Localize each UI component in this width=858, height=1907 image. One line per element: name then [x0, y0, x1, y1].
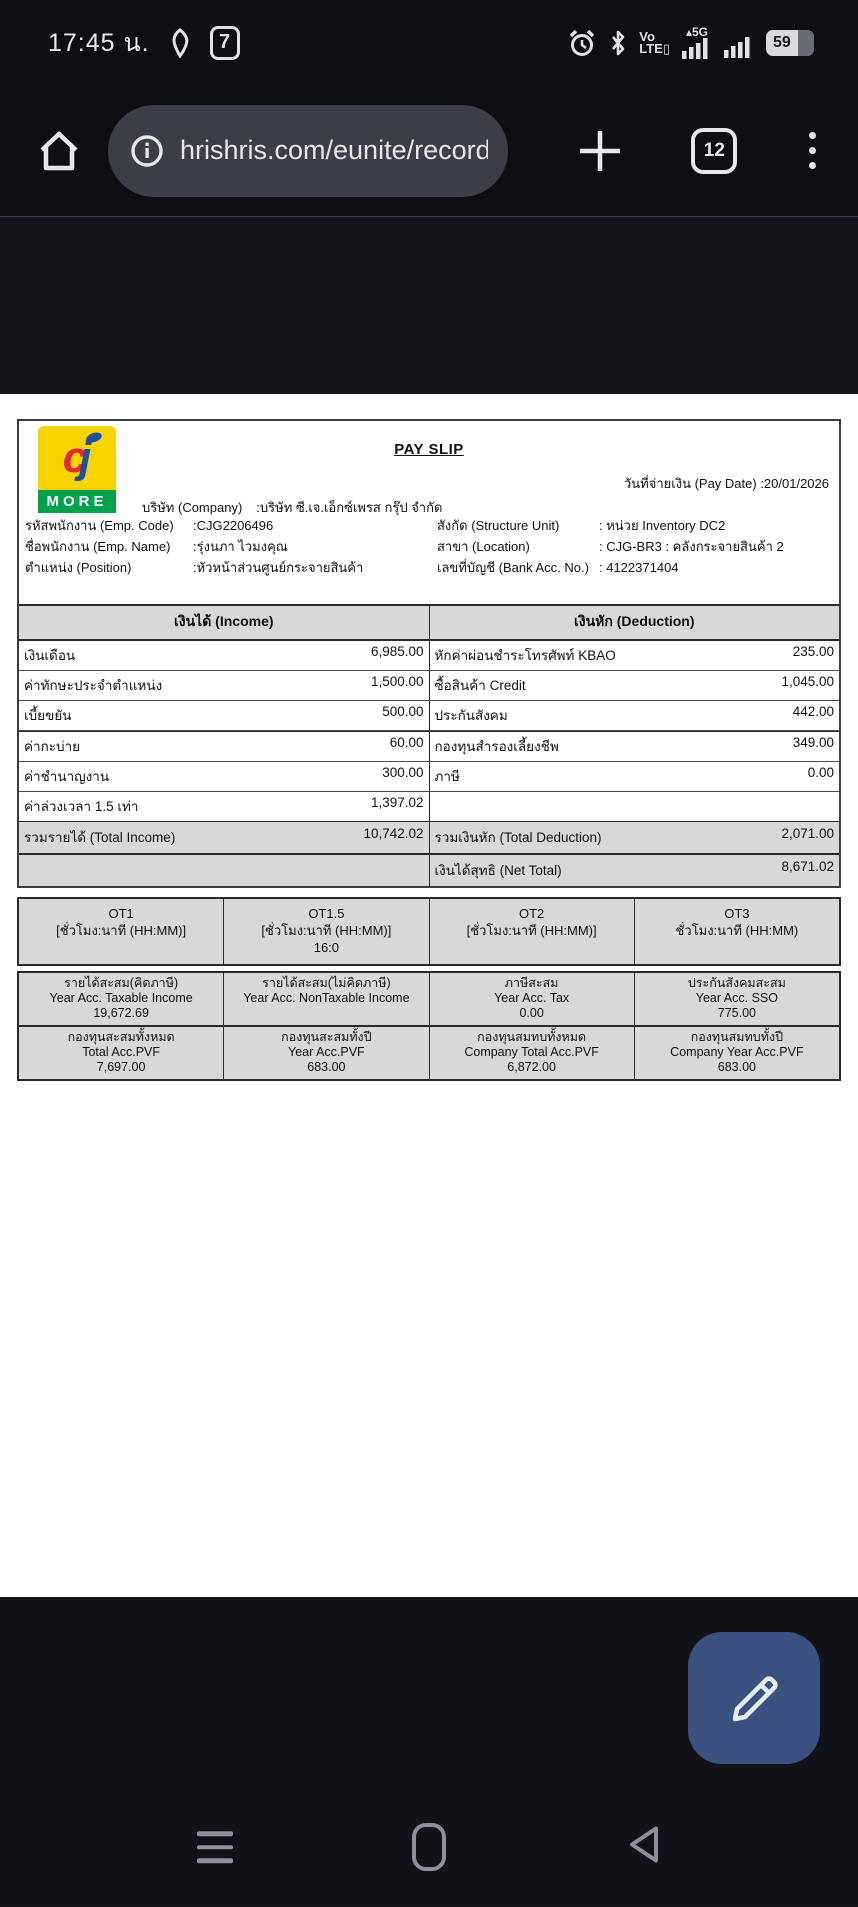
table-row: เงินเดือน 6,985.00 หักค่าผ่อนชำระโทรศัพท์…	[19, 641, 839, 671]
payslip-title: PAY SLIP	[394, 441, 464, 458]
table-row: ค่าทักษะประจำตำแหน่ง 1,500.00 ซื้อสินค้า …	[19, 671, 839, 701]
home-button[interactable]	[36, 128, 82, 174]
ot3-cell: OT3 ชั่วโมง:นาที (HH:MM)	[633, 899, 839, 964]
total-acc-pvf-cell: กองทุนสะสมทั้งหมด Total Acc.PVF 7,697.00	[67, 1030, 175, 1074]
home-nav-button[interactable]	[412, 1823, 446, 1871]
company-total-acc-pvf-cell: กองทุนสมทบทั้งหมด Company Total Acc.PVF 6,…	[428, 1027, 634, 1079]
table-row: ค่าชำนาญงาน 300.00 ภาษี 0.00	[19, 762, 839, 792]
alarm-icon	[567, 28, 597, 58]
total-income-label: รวมรายได้ (Total Income)	[24, 830, 176, 845]
pay-date: วันที่จ่ายเงิน (Pay Date) :20/01/2026	[624, 476, 829, 491]
ot1-5-cell: OT1.5 [ชั่วโมง:นาที (HH:MM)] 16:0	[223, 899, 428, 964]
edit-fab-button[interactable]	[688, 1632, 820, 1764]
tab-count: 12	[703, 139, 725, 161]
battery-icon: 59	[766, 29, 814, 56]
gallery-notification-icon	[166, 27, 194, 58]
company-value: :บริษัท ซี.เจ.เอ็กซ์เพรส กรุ๊ป จำกัด	[256, 500, 443, 515]
bank-account-row: เลขที่บัญชี (Bank Acc. No.): 4122371404	[437, 560, 679, 575]
income-header: เงินได้ (Income)	[19, 606, 430, 639]
employee-info-right: สังกัด (Structure Unit): หน่วย Inventory…	[437, 519, 833, 575]
battery-percent: 59	[773, 33, 791, 51]
emp-code-row: รหัสพนักงาน (Emp. Code):CJG2206496	[25, 518, 274, 533]
android-nav-bar	[0, 1802, 858, 1892]
back-button[interactable]	[624, 1823, 664, 1872]
table-row: ค่ากะบ่าย 60.00 กองทุนสำรองเลี้ยงชีพ 349.0…	[19, 731, 839, 762]
net-total-row: เงินได้สุทธิ (Net Total) 8,671.02	[19, 855, 839, 886]
total-income-value: 10,742.02	[363, 826, 424, 841]
company-year-acc-pvf-cell: กองทุนสมทบทั้งปี Company Year Acc.PVF 683.…	[633, 1027, 839, 1079]
status-bar: 17:45 น. 7 Vo LTE▯ ▴5G	[0, 0, 858, 85]
emp-name-row: ชื่อพนักงาน (Emp. Name):รุ่งนภา ไวมงคุณ	[25, 539, 288, 554]
logo-more-label: MORE	[38, 490, 116, 513]
employee-info-left: รหัสพนักงาน (Emp. Code):CJG2206496 ชื่อพ…	[25, 519, 437, 575]
browser-menu-button[interactable]	[805, 128, 820, 173]
seven-eleven-notification-icon: 7	[209, 25, 240, 60]
year-tax-cell: ภาษีสะสม Year Acc. Tax 0.00	[428, 973, 634, 1025]
year-taxable-income-cell: รายได้สะสม(คิดภาษี) Year Acc. Taxable Inc…	[49, 976, 193, 1020]
total-deduction-label: รวมเงินหัก (Total Deduction)	[434, 830, 602, 845]
new-tab-button[interactable]	[576, 127, 624, 175]
overtime-table: OT1 [ชั่วโมง:นาที (HH:MM)] OT1.5 [ชั่วโม…	[17, 897, 841, 966]
browser-toolbar: hrishris.com/eunite/record 12	[0, 85, 858, 217]
year-acc-pvf-cell: กองทุนสะสมทั้งปี Year Acc.PVF 683.00	[223, 1027, 428, 1079]
tab-switcher-button[interactable]: 12	[691, 127, 738, 174]
pencil-icon	[723, 1667, 785, 1729]
signal-5g-icon: ▴5G	[682, 26, 712, 59]
recent-apps-button[interactable]	[196, 1831, 233, 1863]
ot2-cell: OT2 [ชั่วโมง:นาที (HH:MM)]	[428, 899, 634, 964]
position-row: ตำแหน่ง (Position):หัวหน้าส่วนศูนย์กระจา…	[25, 560, 364, 575]
page-info-icon[interactable]	[130, 134, 164, 168]
company-line: บริษัท (Company) :บริษัท ซี.เจ.เอ็กซ์เพรส…	[142, 497, 442, 518]
volte-icon: Vo LTE▯	[639, 28, 670, 56]
table-row: เบี้ยขยัน 500.00 ประกันสังคม 442.00	[19, 701, 839, 731]
address-bar[interactable]: hrishris.com/eunite/record	[108, 104, 508, 197]
page-background-bottom	[0, 1597, 858, 1906]
total-deduction-value: 2,071.00	[781, 826, 834, 841]
totals-row: รวมรายได้ (Total Income) 10,742.02 รวมเงิ…	[19, 821, 839, 855]
ot1-cell: OT1 [ชั่วโมง:นาที (HH:MM)]	[56, 906, 187, 938]
location-row: สาขา (Location): CJG-BR3 : คลังกระจายสิน…	[437, 539, 784, 554]
year-nontaxable-income-cell: รายได้สะสม(ไม่คิดภาษี) Year Acc. NonTaxab…	[223, 973, 428, 1025]
year-accumulation-table: รายได้สะสม(คิดภาษี) Year Acc. Taxable Inc…	[17, 971, 841, 1081]
structure-unit-row: สังกัด (Structure Unit): หน่วย Inventory…	[437, 518, 726, 533]
income-deduction-table: เงินได้ (Income) เงินหัก (Deduction) เงิ…	[19, 604, 839, 886]
deduction-header: เงินหัก (Deduction)	[429, 606, 839, 639]
url-text: hrishris.com/eunite/record	[180, 135, 488, 165]
net-total-label: เงินได้สุทธิ (Net Total)	[434, 863, 562, 878]
signal-sim2-icon	[724, 28, 754, 58]
company-label: บริษัท (Company)	[142, 500, 243, 515]
year-sso-cell: ประกันสังคมสะสม Year Acc. SSO 775.00	[633, 973, 839, 1025]
clock-time: 17:45 น.	[48, 28, 150, 57]
bluetooth-icon	[609, 28, 627, 58]
net-total-value: 8,671.02	[781, 859, 834, 874]
table-row: ค่าล่วงเวลา 1.5 เท่า 1,397.02	[19, 792, 839, 821]
page-background-top	[0, 217, 858, 394]
